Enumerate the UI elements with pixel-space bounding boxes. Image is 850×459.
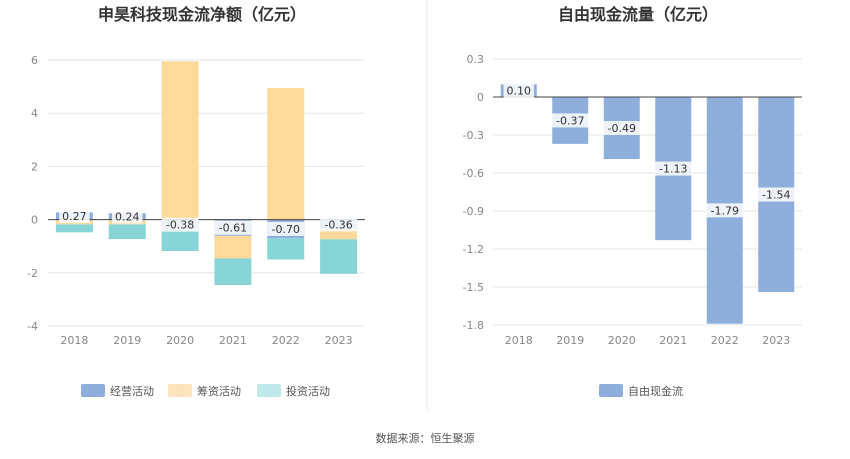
bar-financing <box>214 235 252 259</box>
y-tick-label: 0 <box>31 214 38 227</box>
x-tick-label: 2023 <box>762 334 790 347</box>
data-label: 0.27 <box>62 210 87 223</box>
bar-financing <box>320 229 358 240</box>
legend-swatch <box>81 384 105 397</box>
chart-title-right: 自由现金流量（亿元） <box>558 5 718 24</box>
data-label-bg <box>551 113 589 128</box>
x-tick-label: 2018 <box>60 334 88 347</box>
legend-swatch <box>168 384 192 397</box>
legend-label: 筹资活动 <box>197 384 241 398</box>
bar-investing <box>161 229 199 251</box>
y-tick-label: 4 <box>31 107 38 120</box>
data-label: -0.37 <box>556 114 584 127</box>
bar-financing <box>267 87 305 220</box>
data-label: 0.10 <box>507 85 532 98</box>
legend-right: 自由现金流 <box>599 384 683 398</box>
y-tick-label: -1.8 <box>463 319 484 332</box>
data-label-bg <box>706 203 744 218</box>
x-tick-label: 2020 <box>166 334 194 347</box>
bar-investing <box>267 238 305 260</box>
x-tick-label: 2021 <box>659 334 687 347</box>
y-tick-label: -4 <box>27 320 38 333</box>
y-tick-label: -0.9 <box>463 205 484 218</box>
bar-investing <box>55 224 93 233</box>
legend-swatch <box>257 384 281 397</box>
data-label-bg <box>267 221 305 236</box>
y-tick-label: 0.3 <box>467 53 485 66</box>
data-label-bg <box>59 209 90 224</box>
data-label: -0.49 <box>608 122 636 135</box>
x-tick-label: 2019 <box>556 334 584 347</box>
data-label-bg <box>654 161 692 176</box>
data-label-bg <box>757 187 795 202</box>
data-label-bg <box>214 220 252 235</box>
x-tick-label: 2019 <box>113 334 141 347</box>
y-tick-label: 6 <box>31 54 38 67</box>
data-source: 数据来源：恒生聚源 <box>376 431 475 445</box>
y-tick-label: -1.5 <box>463 281 484 294</box>
data-label: -0.38 <box>166 219 194 232</box>
x-tick-label: 2022 <box>272 334 300 347</box>
legend-label: 自由现金流 <box>628 384 683 398</box>
data-label: 0.24 <box>115 210 140 223</box>
legend-swatch <box>599 384 623 397</box>
data-label: -1.13 <box>659 163 687 176</box>
data-label: -0.70 <box>272 223 300 236</box>
data-label: -1.54 <box>762 189 790 202</box>
data-label: -0.61 <box>219 222 247 235</box>
x-tick-label: 2022 <box>711 334 739 347</box>
bar-investing <box>214 258 252 286</box>
data-label-bg <box>320 217 358 232</box>
data-label-bg <box>161 217 199 232</box>
y-tick-label: -0.3 <box>463 129 484 142</box>
y-tick-label: -2 <box>27 267 38 280</box>
cash-flow-net-chart: 申昊科技现金流净额（亿元） 0.27 0.24 -0.38 -0.61 -0.70 -0.… <box>27 5 365 398</box>
x-tick-label: 2018 <box>505 334 533 347</box>
x-tick-label: 2023 <box>325 334 353 347</box>
data-label-bg <box>112 209 143 224</box>
x-tick-label: 2021 <box>219 334 247 347</box>
free-cash-flow-chart: 自由现金流量（亿元） 0.10 -0.37 -0.49 -1.13 -1.79 -1.54… <box>463 5 802 398</box>
y-tick-label: 2 <box>31 160 38 173</box>
legend-label: 投资活动 <box>286 384 330 398</box>
data-label: -1.79 <box>711 204 739 217</box>
data-label: -0.36 <box>324 218 352 231</box>
bar-investing <box>320 239 358 274</box>
legend-left: 经营活动 筹资活动 投资活动 <box>81 384 330 398</box>
legend-label: 经营活动 <box>110 384 154 398</box>
data-label-bg <box>503 83 534 98</box>
data-label-bg <box>603 121 641 136</box>
chart-title-left: 申昊科技现金流净额（亿元） <box>98 5 306 24</box>
bar-investing <box>108 224 146 240</box>
y-tick-label: -0.6 <box>463 167 484 180</box>
bar-financing <box>161 61 199 220</box>
y-tick-label: -1.2 <box>463 243 484 256</box>
y-tick-label: 0 <box>477 91 484 104</box>
x-tick-label: 2020 <box>608 334 636 347</box>
